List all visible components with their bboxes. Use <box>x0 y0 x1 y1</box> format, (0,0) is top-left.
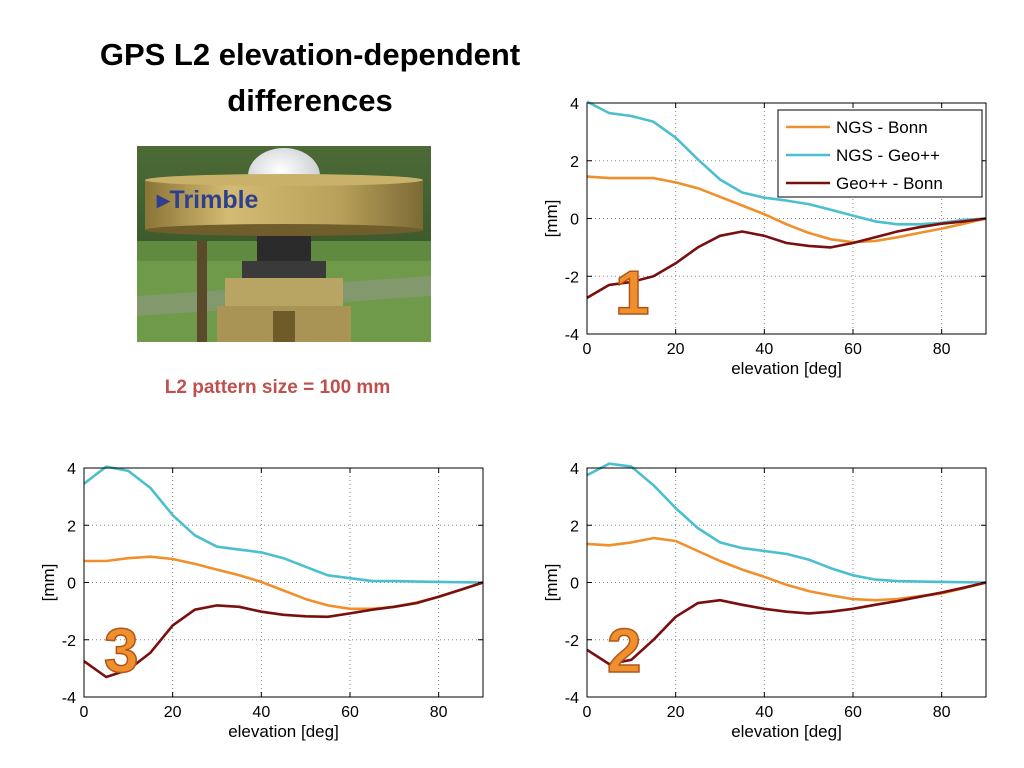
series-line-ngs-geo <box>83 465 484 584</box>
trimble-logo: ▸Trimble <box>156 186 259 214</box>
chart-1-ngs-geo-bonn: 0 20 40 60 80 -4 -2 0 2 4 elevation [deg] [mm] 1 NGS … <box>542 96 987 378</box>
x-tick-label: 20 <box>667 704 685 721</box>
x-tick-label: 0 <box>583 341 592 358</box>
y-tick-label: 0 <box>67 576 76 593</box>
y-tick-label: -2 <box>62 633 76 650</box>
y-tick-label: 0 <box>570 212 579 229</box>
chart-3-ngs-geo-bonn: 0 20 40 60 80 -4 -2 0 2 4 elevation [deg] [mm] 3 <box>39 461 484 741</box>
y-tick-label: -4 <box>62 690 76 707</box>
y-axis-label: [mm] <box>542 564 561 602</box>
series-line-geo-bonn <box>83 581 484 679</box>
x-tick-label: 40 <box>252 704 270 721</box>
legend-label-ngs-geo: NGS - Geo++ <box>836 146 940 165</box>
chart-2-ngs-geo-bonn: 0 20 40 60 80 -4 -2 0 2 4 elevation [deg] [mm] 2 <box>542 461 987 741</box>
y-axis-label: [mm] <box>39 564 58 602</box>
y-tick-label: 2 <box>570 518 579 535</box>
antenna-illustration: ▸Trimble <box>137 146 431 342</box>
y-tick-label: 4 <box>570 96 579 113</box>
x-tick-label: 60 <box>844 341 862 358</box>
y-tick-label: 2 <box>67 518 76 535</box>
series-line-geo-bonn <box>586 581 987 666</box>
x-tick-label: 40 <box>755 704 773 721</box>
series-line-geo-bonn <box>586 217 987 300</box>
series-line-ngs-geo <box>586 462 987 584</box>
x-axis-label: elevation [deg] <box>731 722 842 741</box>
y-tick-label: 4 <box>570 461 579 478</box>
panel-number-badge: 3 <box>104 617 138 686</box>
x-tick-label: 20 <box>667 341 685 358</box>
y-tick-label: 0 <box>570 576 579 593</box>
x-tick-label: 20 <box>164 704 182 721</box>
x-axis-label: elevation [deg] <box>228 722 339 741</box>
y-axis-label: [mm] <box>542 200 561 238</box>
legend-label-ngs-bonn: NGS - Bonn <box>836 118 928 137</box>
chart-legend: NGS - Bonn NGS - Geo++ Geo++ - Bonn <box>777 109 983 198</box>
x-tick-label: 0 <box>583 704 592 721</box>
legend-label-geo-bonn: Geo++ - Bonn <box>836 174 943 193</box>
y-tick-label: -4 <box>565 690 579 707</box>
x-axis-label: elevation [deg] <box>731 359 842 378</box>
series-line-ngs-geo <box>586 100 987 226</box>
x-tick-label: 80 <box>933 704 951 721</box>
antenna-photo: ▸Trimble <box>137 146 431 342</box>
y-tick-label: -2 <box>565 269 579 286</box>
x-tick-label: 80 <box>933 341 951 358</box>
y-tick-label: 2 <box>570 154 579 171</box>
panel-number-badge: 1 <box>615 259 649 328</box>
y-tick-label: 4 <box>67 461 76 478</box>
x-tick-label: 80 <box>430 704 448 721</box>
slide-title-line2: differences <box>227 83 393 118</box>
panel-number-badge: 2 <box>607 617 641 686</box>
series-line-ngs-bonn <box>586 175 987 244</box>
y-tick-label: -4 <box>565 327 579 344</box>
x-tick-label: 60 <box>341 704 359 721</box>
x-tick-label: 60 <box>844 704 862 721</box>
y-tick-label: -2 <box>565 633 579 650</box>
x-tick-label: 40 <box>755 341 773 358</box>
x-tick-label: 0 <box>80 704 89 721</box>
slide-title-line1: GPS L2 elevation-dependent <box>99 37 521 72</box>
pattern-size-caption: L2 pattern size = 100 mm <box>164 377 391 398</box>
slide-title: GPS L2 elevation-dependent differences <box>60 32 560 124</box>
